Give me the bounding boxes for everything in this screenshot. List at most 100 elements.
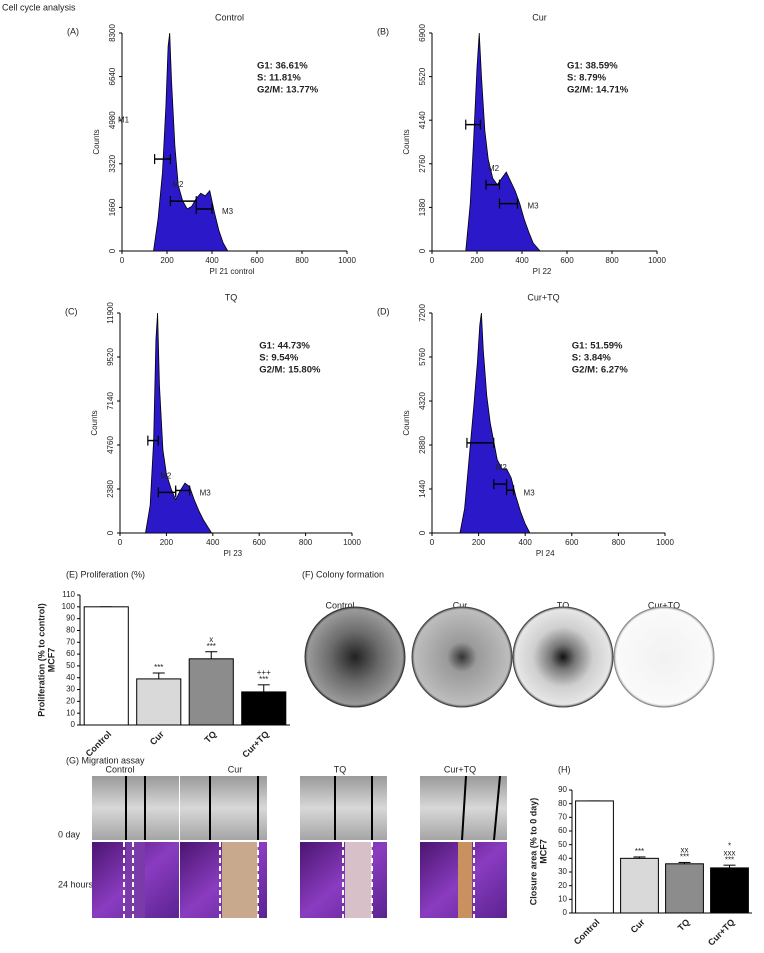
y-tick-label: 5520 [418, 67, 427, 85]
x-tick-label: Control [572, 917, 602, 947]
x-tick-label: 1000 [656, 538, 674, 547]
y-tick-label: 80 [66, 626, 75, 635]
bar [241, 691, 287, 726]
colony-images: Control Cur TQ Cur+TQ [304, 600, 715, 708]
chart-title: (E) Proliferation (%) [66, 569, 145, 579]
y-axis-label: Proliferation (% to control) [36, 603, 46, 717]
y-axis-label: MCF7 [538, 839, 548, 864]
x-tick-label: 0 [430, 538, 435, 547]
chart-title: (H) [558, 764, 571, 774]
colony-dish [411, 606, 513, 708]
colony-dish [613, 606, 715, 708]
y-tick-label: 3320 [108, 154, 117, 172]
stat-text: G1: 36.61% [257, 61, 308, 72]
y-tick-label: 0 [418, 530, 427, 535]
significance-mark: *** [207, 642, 216, 651]
y-tick-label: 40 [66, 673, 75, 682]
y-axis-label: Counts [90, 410, 99, 435]
x-tick-label: 800 [299, 538, 313, 547]
bar [188, 658, 234, 726]
significance-mark: *** [259, 675, 268, 684]
significance-mark: *** [635, 847, 644, 856]
significance-mark: +++ [257, 668, 271, 677]
x-tick-label: 600 [253, 538, 267, 547]
x-tick-label: 200 [160, 538, 174, 547]
y-axis-label: Closure area (% to 0 day) [528, 798, 538, 906]
column-label: Cur+TQ [444, 764, 476, 774]
column-label: Control [105, 764, 134, 774]
gate-label: M2 [160, 471, 172, 480]
y-tick-label: 1660 [108, 198, 117, 216]
chart-title: Cur+TQ [527, 292, 559, 302]
significance-mark: *** [725, 855, 734, 864]
y-tick-label: 50 [66, 661, 75, 670]
y-tick-label: 2880 [418, 436, 427, 454]
gap [345, 842, 372, 918]
histogram-area [153, 32, 229, 252]
column-label: Cur [453, 600, 468, 610]
bar [710, 867, 749, 914]
y-tick-label: 6640 [108, 67, 117, 85]
column-label: TQ [557, 600, 570, 610]
x-tick-label: 800 [605, 256, 619, 265]
stat-text: S: 9.54% [259, 353, 299, 364]
stat-text: S: 3.84% [572, 353, 612, 364]
row-label: 24 hours [58, 879, 94, 889]
y-tick-label: 70 [558, 812, 567, 821]
bar [665, 863, 704, 914]
panel-label: (F) Colony formation [302, 569, 384, 579]
x-tick-label: 1000 [338, 256, 356, 265]
column-label: Cur [228, 764, 243, 774]
y-tick-label: 4140 [418, 111, 427, 129]
gate-label: M3 [222, 207, 234, 216]
panel-label: (A) [67, 26, 79, 36]
x-axis-label: PI 24 [536, 549, 555, 558]
y-axis-label: Counts [402, 410, 411, 435]
y-tick-label: 20 [66, 696, 75, 705]
x-tick-label: 0 [118, 538, 123, 547]
x-tick-label: 400 [515, 256, 529, 265]
stat-text: G2/M: 15.80% [259, 365, 321, 376]
y-tick-label: 4760 [106, 436, 115, 454]
x-tick-label: 1000 [648, 256, 666, 265]
migration-images: Control Cur TQ Cur+TQ 0 day 24 hours [58, 764, 507, 918]
y-axis-label: Counts [92, 129, 101, 154]
significance-mark: *** [154, 663, 163, 672]
y-tick-label: 9520 [106, 348, 115, 366]
chart-title: TQ [225, 292, 238, 302]
histogram-area [459, 312, 531, 534]
bar [136, 678, 182, 726]
bar [83, 606, 129, 726]
stat-text: S: 8.79% [567, 73, 607, 84]
y-tick-label: 4980 [108, 111, 117, 129]
scratch-image [92, 776, 179, 840]
y-tick-label: 0 [418, 248, 427, 253]
y-tick-label: 0 [563, 908, 568, 917]
y-tick-label: 2760 [418, 154, 427, 172]
row-label: 0 day [58, 829, 81, 839]
significance-mark: xx [681, 846, 689, 855]
gate-label: M2 [172, 180, 184, 189]
x-tick-label: 200 [472, 538, 486, 547]
y-tick-label: 30 [558, 867, 567, 876]
x-tick-label: Cur+TQ [706, 917, 737, 948]
bar [620, 857, 659, 914]
y-tick-label: 110 [62, 590, 75, 599]
x-tick-label: 0 [430, 256, 435, 265]
colony-dish [304, 606, 406, 708]
gate-label: M3 [528, 202, 540, 211]
stat-text: G2/M: 6.27% [572, 365, 629, 376]
colony-dish [512, 606, 614, 708]
histogram-area [465, 32, 541, 252]
y-tick-label: 2380 [106, 480, 115, 498]
y-tick-label: 50 [558, 840, 567, 849]
significance-mark: xxx [724, 848, 736, 857]
x-tick-label: 200 [160, 256, 174, 265]
x-tick-label: TQ [676, 917, 692, 933]
significance-mark: *** [680, 853, 689, 862]
stat-text: G1: 38.59% [567, 61, 618, 72]
gap [458, 842, 472, 918]
y-tick-label: 4320 [418, 392, 427, 410]
panel-label: (G) Migration assay [66, 755, 145, 765]
y-tick-label: 7140 [106, 392, 115, 410]
